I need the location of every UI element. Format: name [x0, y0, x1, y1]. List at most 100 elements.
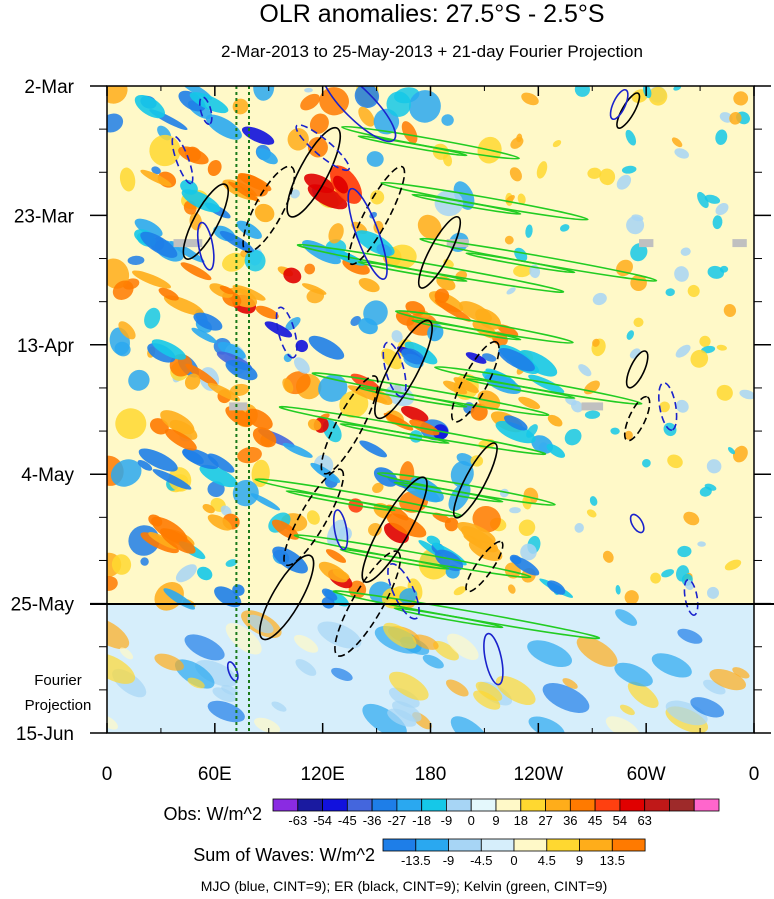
- axes: 0 60E 120E 180 120W 60W 0 2-Mar 23-Mar 13-Apr 4-Ma…: [11, 77, 771, 785]
- projection-patch: [528, 716, 565, 733]
- mjo-contour: [483, 632, 504, 686]
- anomaly-patch: [128, 369, 150, 391]
- anomaly-patch: [328, 223, 344, 244]
- anomaly-patch: [559, 224, 570, 232]
- colorbar-tick-label: -54: [313, 813, 332, 828]
- projection-patch: [362, 703, 407, 733]
- projection-patch: [392, 701, 422, 722]
- er-contour: [347, 165, 406, 266]
- anomaly-patch: [513, 264, 532, 278]
- kelvin-contour: [465, 252, 576, 274]
- y-tick-label: 25-May: [11, 595, 75, 616]
- projection-patch: [271, 701, 287, 712]
- anomaly-patch: [536, 161, 548, 179]
- x-tick-label: 0: [749, 764, 760, 785]
- anomaly-patch: [592, 338, 600, 347]
- anomaly-patch: [111, 554, 132, 575]
- anomaly-patch: [509, 507, 521, 514]
- anomaly-patch: [724, 559, 742, 571]
- anomaly-patch: [518, 396, 541, 410]
- anomaly-patch: [271, 519, 300, 540]
- anomaly-patch: [434, 549, 464, 572]
- er-contour: [374, 319, 433, 420]
- anomaly-patch: [118, 321, 136, 340]
- colorbar-swatch: [470, 798, 497, 812]
- anomaly-patch: [283, 267, 302, 284]
- anomaly-patch: [472, 505, 501, 533]
- colorbar-swatch: [579, 838, 613, 852]
- missing-data-block: [173, 239, 203, 248]
- anomaly-patch: [574, 523, 584, 533]
- colorbar-tick-label: -4.5: [470, 853, 492, 868]
- colorbar-swatch: [569, 798, 596, 812]
- anomaly-patch: [220, 505, 232, 517]
- projection-patch: [107, 714, 118, 730]
- projection-patch: [221, 685, 239, 696]
- anomaly-patch: [185, 363, 218, 387]
- colorbar-swatch: [371, 798, 398, 812]
- anomaly-patch: [453, 377, 479, 394]
- projection-patch: [475, 681, 503, 702]
- mjo-contour: [683, 578, 699, 616]
- anomaly-patch: [624, 430, 633, 440]
- anomaly-patch: [366, 151, 384, 167]
- projection-patch: [295, 659, 317, 676]
- anomaly-patch: [350, 316, 361, 326]
- anomaly-patch: [151, 166, 161, 175]
- anomaly-patch: [232, 479, 259, 507]
- anomaly-patch: [308, 335, 345, 360]
- anomaly-patch: [387, 244, 417, 270]
- anomaly-patch: [310, 462, 341, 483]
- kelvin-contour: [393, 481, 504, 503]
- anomaly-patch: [697, 541, 706, 547]
- anomaly-patch: [564, 428, 582, 446]
- anomaly-patch: [318, 561, 348, 583]
- colorbar-waves-label: Sum of Waves: W/m^2: [193, 845, 375, 865]
- x-tick-label: 180: [415, 764, 447, 785]
- x-tick-label: 0: [102, 764, 113, 785]
- anomaly-patch: [648, 86, 668, 106]
- anomaly-patch: [443, 380, 468, 395]
- colorbar-tick-label: 18: [514, 813, 528, 828]
- y-tick-label: 2-Mar: [24, 77, 74, 98]
- projection-patch: [294, 634, 319, 653]
- anomaly-patch: [417, 214, 442, 240]
- anomaly-patch: [633, 317, 644, 328]
- anomaly-patch: [674, 266, 689, 282]
- anomaly-patch: [175, 564, 197, 583]
- missing-data-block: [581, 402, 604, 411]
- anomaly-patch: [107, 576, 118, 591]
- colorbar-swatch: [669, 798, 695, 812]
- anomaly-patch: [715, 203, 729, 216]
- anomaly-patch: [552, 140, 562, 148]
- anomaly-patch: [228, 181, 261, 203]
- anomaly-patch: [675, 344, 691, 358]
- chart-title: OLR anomalies: 27.5°S - 2.5°S: [259, 0, 604, 28]
- x-tick-label: 120W: [514, 764, 564, 785]
- anomaly-patch: [207, 160, 222, 176]
- anomaly-patch: [114, 341, 131, 357]
- er-contour: [320, 375, 379, 475]
- anomaly-patch: [225, 406, 253, 427]
- anomaly-patch: [295, 339, 309, 353]
- anomaly-patch: [715, 129, 728, 145]
- anomaly-patch: [140, 231, 178, 258]
- projection-patch: [119, 647, 134, 660]
- anomaly-patch: [706, 459, 722, 474]
- colorbar-tick-label: 9: [492, 813, 499, 828]
- anomaly-patch: [659, 401, 670, 413]
- anomaly-patch: [304, 173, 335, 194]
- anomaly-patch: [409, 419, 440, 436]
- colorbar-tick-label: -13.5: [401, 853, 431, 868]
- colorbar-tick-label: -27: [388, 813, 407, 828]
- anomaly-patch: [434, 299, 472, 322]
- mjo-contour: [347, 187, 388, 280]
- anomaly-patch: [140, 169, 172, 187]
- mjo-contour: [295, 124, 351, 172]
- colorbar-tick-label: 36: [563, 813, 577, 828]
- anomaly-patch: [354, 86, 380, 109]
- anomaly-patch: [626, 330, 635, 340]
- anomaly-patch: [650, 572, 662, 584]
- anomaly-patch: [294, 357, 310, 374]
- colorbar-tick-label: 63: [637, 813, 651, 828]
